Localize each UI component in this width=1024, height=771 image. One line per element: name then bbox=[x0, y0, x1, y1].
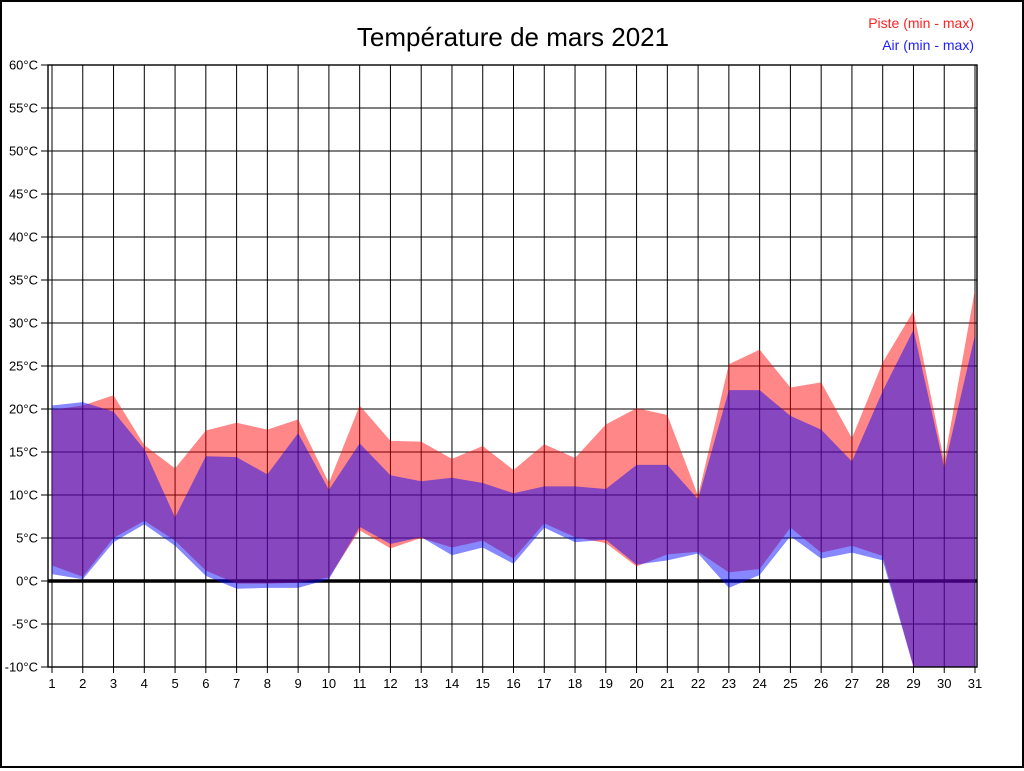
y-tick-label: 50°C bbox=[9, 144, 38, 159]
x-tick-label: 31 bbox=[968, 676, 982, 691]
x-tick-label: 16 bbox=[506, 676, 520, 691]
x-tick-label: 15 bbox=[475, 676, 489, 691]
x-tick-label: 21 bbox=[660, 676, 674, 691]
x-tick-label: 10 bbox=[322, 676, 336, 691]
y-tick-label: 30°C bbox=[9, 316, 38, 331]
x-tick-label: 27 bbox=[845, 676, 859, 691]
x-tick-label: 4 bbox=[141, 676, 148, 691]
y-tick-label: 55°C bbox=[9, 101, 38, 116]
tick-labels: 60°C55°C50°C45°C40°C35°C30°C25°C20°C15°C… bbox=[5, 58, 983, 692]
x-tick-label: 22 bbox=[691, 676, 705, 691]
x-tick-label: 18 bbox=[568, 676, 582, 691]
x-tick-label: 25 bbox=[783, 676, 797, 691]
x-tick-label: 9 bbox=[295, 676, 302, 691]
temperature-bands bbox=[52, 289, 975, 667]
x-tick-label: 23 bbox=[722, 676, 736, 691]
x-tick-label: 30 bbox=[937, 676, 951, 691]
legend-air-label: Air (min - max) bbox=[882, 37, 974, 53]
x-tick-label: 19 bbox=[599, 676, 613, 691]
air-band bbox=[52, 329, 975, 667]
y-tick-label: 0°C bbox=[16, 574, 38, 589]
y-tick-label: 10°C bbox=[9, 488, 38, 503]
x-tick-label: 1 bbox=[48, 676, 55, 691]
x-tick-label: 26 bbox=[814, 676, 828, 691]
y-tick-label: 5°C bbox=[16, 531, 38, 546]
x-tick-label: 8 bbox=[264, 676, 271, 691]
y-tick-label: -10°C bbox=[5, 660, 38, 675]
y-tick-label: 25°C bbox=[9, 359, 38, 374]
legend-piste-label: Piste (min - max) bbox=[868, 15, 974, 31]
x-tick-label: 14 bbox=[445, 676, 459, 691]
piste-band bbox=[52, 289, 975, 667]
x-tick-label: 24 bbox=[752, 676, 766, 691]
grid-lines bbox=[48, 64, 977, 668]
x-tick-label: 3 bbox=[110, 676, 117, 691]
x-tick-label: 7 bbox=[233, 676, 240, 691]
y-tick-label: 45°C bbox=[9, 187, 38, 202]
axes-and-ticks bbox=[41, 64, 978, 673]
x-tick-label: 29 bbox=[906, 676, 920, 691]
y-tick-label: 40°C bbox=[9, 230, 38, 245]
x-tick-label: 5 bbox=[171, 676, 178, 691]
y-tick-label: -5°C bbox=[12, 617, 38, 632]
chart-title: Température de mars 2021 bbox=[357, 22, 669, 52]
x-tick-label: 28 bbox=[875, 676, 889, 691]
x-tick-label: 2 bbox=[79, 676, 86, 691]
x-tick-label: 11 bbox=[353, 676, 367, 691]
x-tick-label: 17 bbox=[537, 676, 551, 691]
x-tick-label: 12 bbox=[383, 676, 397, 691]
y-tick-label: 20°C bbox=[9, 402, 38, 417]
y-tick-label: 60°C bbox=[9, 58, 38, 73]
y-tick-label: 35°C bbox=[9, 273, 38, 288]
y-tick-label: 15°C bbox=[9, 445, 38, 460]
x-tick-label: 6 bbox=[202, 676, 209, 691]
x-tick-label: 20 bbox=[629, 676, 643, 691]
x-tick-label: 13 bbox=[414, 676, 428, 691]
